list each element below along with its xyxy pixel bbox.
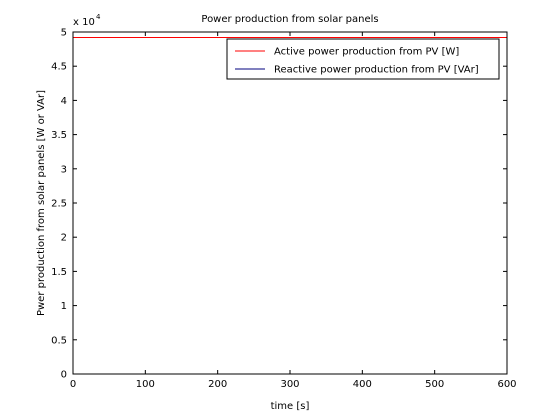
legend-label-0: Active power production from PV [W]: [274, 47, 459, 58]
legend: Active power production from PV [W] React…: [226, 38, 500, 80]
x-tick-label: 100: [136, 379, 155, 390]
y-tick-label: 4.5: [51, 62, 67, 73]
y-tick-label: 4: [61, 96, 67, 107]
x-tick-label: 600: [497, 379, 516, 390]
legend-label-1: Reactive power production from PV [VAr]: [274, 65, 479, 76]
y-axis-label: Pwer production from solar panels [W or …: [36, 90, 47, 316]
x-tick-label: 500: [425, 379, 444, 390]
y-tick-label: 1.5: [51, 267, 67, 278]
plot-frame: [72, 31, 508, 375]
x-axis-label: time [s]: [271, 401, 310, 412]
x-tick-label: 0: [70, 379, 76, 390]
y-tick-label: 3: [61, 164, 67, 175]
y-axis-exponent: x 10 4: [73, 13, 101, 28]
exponent-power: 4: [96, 13, 101, 21]
y-tick-label: 2.5: [51, 199, 67, 210]
x-tick-label: 400: [353, 379, 372, 390]
exponent-base: x 10: [73, 17, 95, 28]
y-tick-label: 0: [61, 370, 67, 381]
x-tick-label: 200: [208, 379, 227, 390]
y-tick-label: 5: [61, 28, 67, 39]
chart-title: Power production from solar panels: [201, 14, 378, 25]
legend-box: [226, 38, 500, 80]
x-tick-label: 300: [280, 379, 299, 390]
y-tick-label: 1: [61, 301, 67, 312]
y-tick-label: 0.5: [51, 335, 67, 346]
y-tick-label: 2: [61, 233, 67, 244]
plot-area: [73, 32, 507, 374]
y-tick-label: 3.5: [51, 130, 67, 141]
